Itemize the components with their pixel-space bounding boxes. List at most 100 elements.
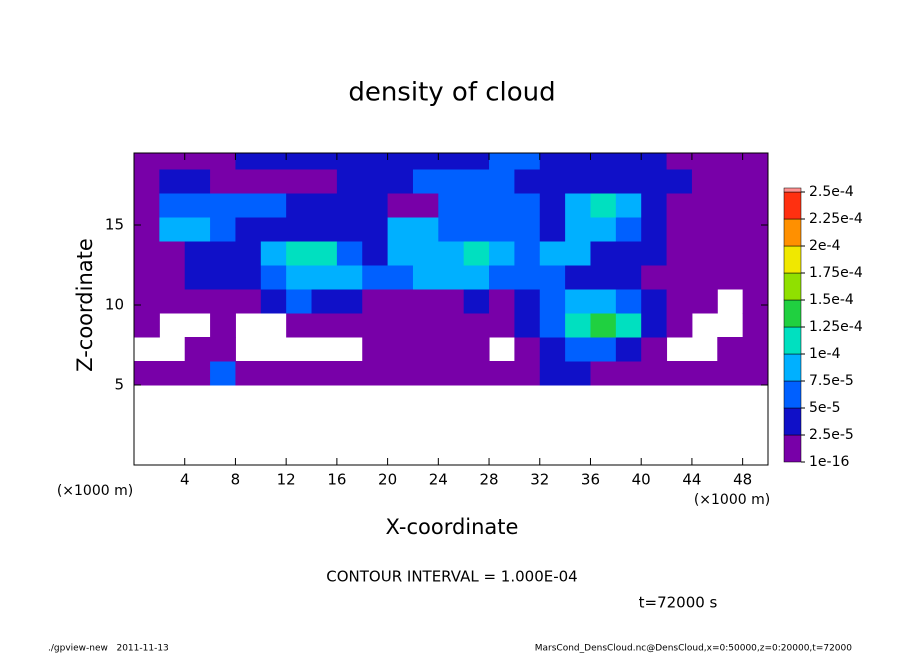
- y-axis-label: Z-coordinate: [73, 238, 97, 372]
- cell: [362, 217, 389, 242]
- cell: [235, 289, 262, 314]
- x-unit-left: (×1000 m): [57, 483, 133, 499]
- time-note: t=72000 s: [639, 594, 718, 612]
- colorbar-label: 1.75e-4: [809, 265, 863, 281]
- x-tick-label: 16: [327, 471, 346, 489]
- cell: [286, 169, 313, 194]
- cell: [742, 153, 769, 170]
- cell: [235, 361, 262, 386]
- cell: [159, 289, 186, 314]
- cell: [565, 265, 591, 290]
- cell: [615, 337, 642, 362]
- colorbar-label: 2.5e-4: [809, 184, 854, 200]
- cell: [691, 153, 718, 170]
- colorbar-label: 2.25e-4: [809, 211, 863, 227]
- cell: [362, 265, 389, 290]
- cell: [311, 313, 338, 338]
- cell: [641, 289, 668, 314]
- cell: [489, 265, 515, 290]
- colorbar-label: 1e-4: [809, 346, 841, 362]
- cell: [463, 153, 490, 170]
- cell: [412, 289, 439, 314]
- cell: [666, 169, 693, 194]
- cell: [691, 289, 718, 314]
- cell: [717, 153, 744, 170]
- cell: [336, 265, 363, 290]
- x-tick-label: 8: [231, 471, 241, 489]
- cell: [362, 361, 389, 386]
- cell: [438, 217, 465, 242]
- cell: [539, 313, 566, 338]
- cell: [489, 153, 515, 170]
- cell: [514, 265, 541, 290]
- colorbar-label: 1.25e-4: [809, 319, 863, 335]
- cell: [134, 217, 160, 242]
- cell: [565, 217, 591, 242]
- cell: [286, 217, 313, 242]
- cell: [184, 153, 211, 170]
- colorbar-label: 1e-16: [809, 454, 849, 470]
- cell: [463, 169, 490, 194]
- colorbar-label: 1.5e-4: [809, 292, 854, 308]
- cell: [565, 193, 591, 218]
- colorbar-label: 2.5e-5: [809, 427, 854, 443]
- cell: [438, 313, 465, 338]
- cell: [489, 217, 515, 242]
- cell: [387, 153, 414, 170]
- cell: [565, 289, 591, 314]
- cell: [742, 193, 769, 218]
- cell: [387, 169, 414, 194]
- cell: [691, 193, 718, 218]
- cell: [691, 361, 718, 386]
- cell: [159, 153, 186, 170]
- cell: [615, 313, 642, 338]
- cell: [539, 217, 566, 242]
- cell: [412, 241, 439, 266]
- cell: [311, 289, 338, 314]
- cell: [134, 169, 160, 194]
- x-tick-label: 28: [479, 471, 498, 489]
- cell: [463, 337, 490, 362]
- cell: [159, 265, 186, 290]
- cell: [210, 217, 236, 242]
- colorbar-segment: [783, 434, 802, 463]
- cell: [362, 241, 389, 266]
- x-tick-label: 40: [632, 471, 651, 489]
- cell: [691, 241, 718, 266]
- cell: [311, 153, 338, 170]
- cell: [691, 169, 718, 194]
- cell: [260, 193, 287, 218]
- cell: [641, 217, 668, 242]
- cell: [387, 289, 414, 314]
- cell: [235, 169, 262, 194]
- cell: [412, 265, 439, 290]
- cell: [134, 265, 160, 290]
- cell: [210, 313, 236, 338]
- cell: [311, 265, 338, 290]
- x-tick-label: 12: [277, 471, 296, 489]
- cell: [489, 169, 515, 194]
- x-tick-label: 44: [682, 471, 701, 489]
- cell: [159, 361, 186, 386]
- cell: [514, 313, 541, 338]
- cell: [260, 217, 287, 242]
- cell: [311, 169, 338, 194]
- cell: [514, 193, 541, 218]
- cell: [159, 193, 186, 218]
- cell: [590, 217, 617, 242]
- cell: [235, 265, 262, 290]
- cell: [159, 241, 186, 266]
- cell: [134, 153, 160, 170]
- cell: [463, 265, 490, 290]
- cell: [565, 153, 591, 170]
- x-tick-label: 32: [530, 471, 549, 489]
- cell: [742, 313, 769, 338]
- cell: [742, 289, 769, 314]
- cell: [260, 241, 287, 266]
- cell: [691, 217, 718, 242]
- cell: [134, 361, 160, 386]
- cell: [641, 169, 668, 194]
- cell: [615, 169, 642, 194]
- cell: [286, 361, 313, 386]
